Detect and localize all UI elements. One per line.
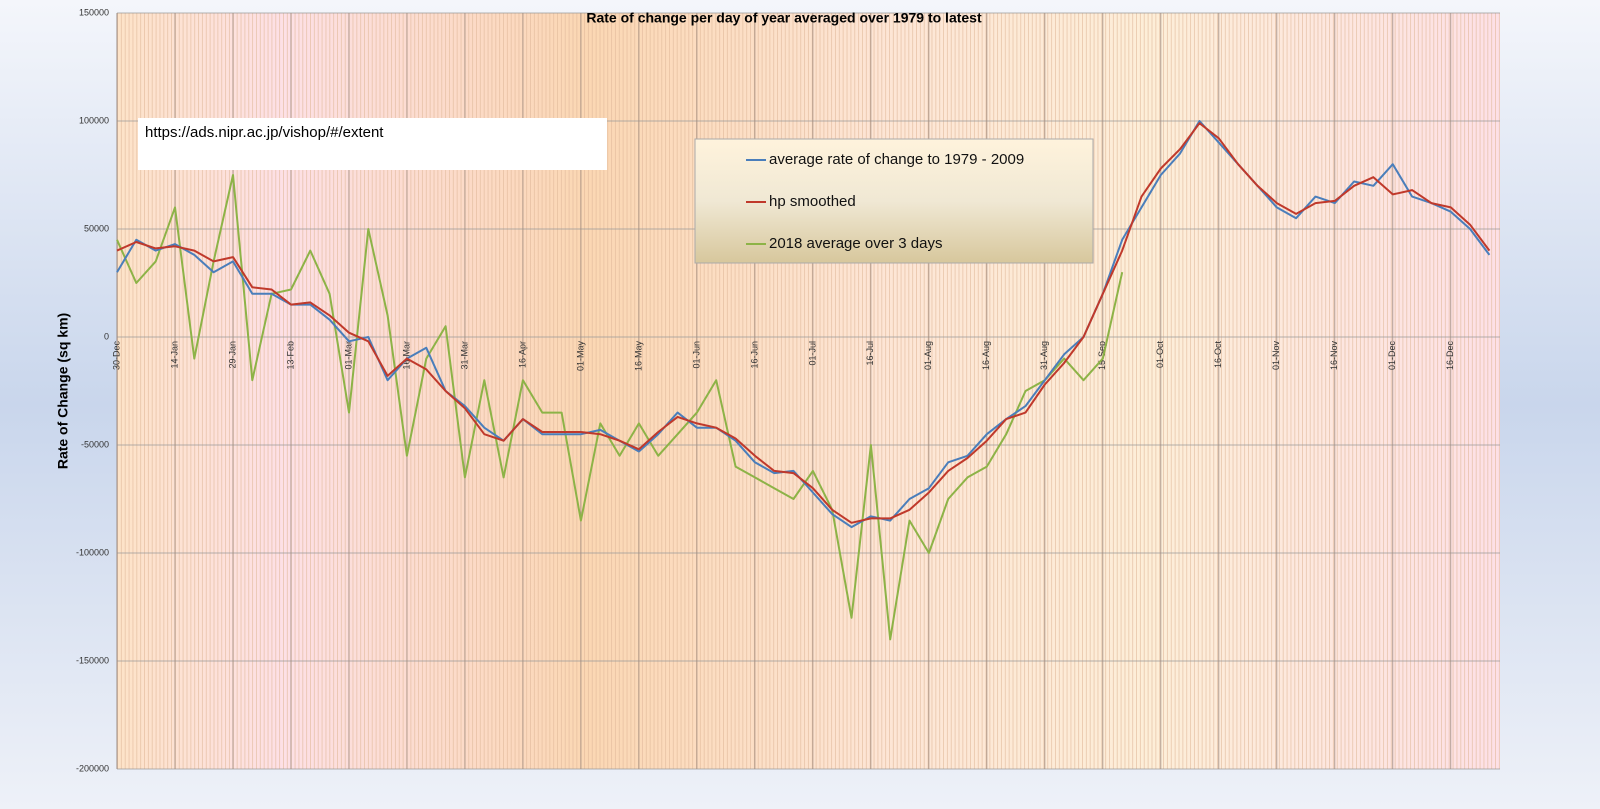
x-tick-label: 16-Mar: [401, 341, 411, 370]
x-tick-label: 01-Aug: [923, 341, 933, 370]
x-tick-label: 16-Jul: [865, 341, 875, 366]
x-tick-label: 01-Dec: [1387, 341, 1397, 371]
x-tick-label: 16-Jun: [749, 341, 759, 369]
x-tick-label: 16-Apr: [517, 341, 527, 368]
x-tick-label: 31-Mar: [459, 341, 469, 370]
legend-label: hp smoothed: [769, 193, 856, 210]
series-line: [116, 122, 1491, 524]
chart-title: Rate of change per day of year averaged …: [586, 10, 982, 26]
x-tick-label: 01-Mar: [343, 341, 353, 370]
x-tick-label: 16-Nov: [1329, 341, 1339, 371]
y-tick-label: -100000: [76, 547, 109, 557]
legend-label: average rate of change to 1979 - 2009: [769, 151, 1024, 168]
legend-label: 2018 average over 3 days: [769, 235, 942, 252]
annotation: https://ads.nipr.ac.jp/vishop/#/extent: [145, 124, 384, 141]
x-tick-label: 01-Jun: [691, 341, 701, 369]
x-tick-label: 16-Dec: [1445, 341, 1455, 371]
x-tick-label: 16-Oct: [1213, 341, 1223, 369]
x-tick-label: 31-Aug: [1039, 341, 1049, 370]
y-tick-label: -150000: [76, 655, 109, 665]
x-tick-label: 15-Sep: [1097, 341, 1107, 370]
y-tick-label: 100000: [79, 115, 109, 125]
x-tick-label: 01-Oct: [1155, 341, 1165, 369]
x-tick-label: 13-Feb: [285, 341, 295, 370]
annotation-box: [138, 118, 607, 170]
x-tick-label: 14-Jan: [169, 341, 179, 369]
y-tick-label: -50000: [81, 439, 109, 449]
y-tick-label: 0: [104, 331, 109, 341]
series-line: [116, 174, 1124, 641]
x-tick-label: 29-Jan: [227, 341, 237, 369]
x-tick-label: 01-Nov: [1271, 341, 1281, 371]
x-tick-label: 01-May: [575, 341, 585, 372]
y-tick-label: -200000: [76, 763, 109, 773]
x-tick-label: 30-Dec: [111, 341, 121, 371]
y-tick-label: 150000: [79, 7, 109, 17]
y-axis-label: Rate of Change (sq km): [55, 313, 71, 469]
y-tick-label: 50000: [84, 223, 109, 233]
x-tick-label: 01-Jul: [807, 341, 817, 366]
x-tick-label: 16-Aug: [981, 341, 991, 370]
x-tick-label: 16-May: [633, 341, 643, 372]
